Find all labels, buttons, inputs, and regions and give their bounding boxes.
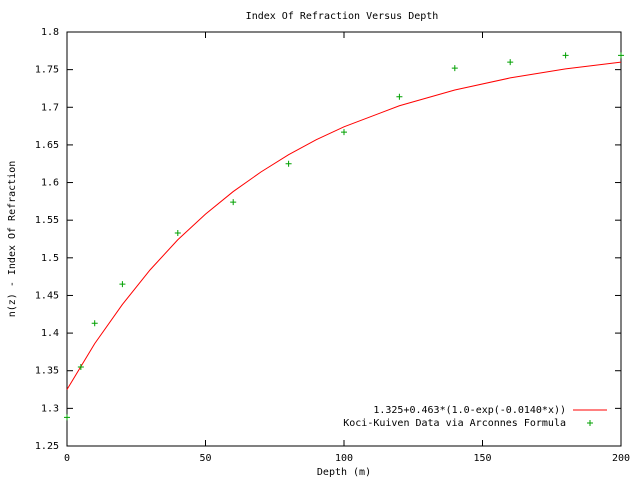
data-point: [174, 229, 181, 236]
data-point: [341, 129, 347, 136]
y-tick-label: 1.25: [35, 441, 59, 452]
legend-swatch: [587, 420, 593, 426]
data-point: [91, 320, 98, 327]
data-point: [451, 65, 458, 72]
y-tick-label: 1.65: [35, 140, 59, 151]
y-tick-label: 1.6: [41, 178, 59, 189]
y-axis-label: n(z) - Index Of Refraction: [7, 161, 18, 318]
x-tick-label: 150: [473, 453, 491, 464]
series-line: [66, 61, 622, 390]
x-tick-label: 100: [335, 453, 353, 464]
data-point: [396, 93, 403, 100]
y-tick-label: 1.35: [35, 366, 59, 377]
x-axis-label: Depth (m): [317, 467, 371, 478]
y-tick-label: 1.5: [41, 253, 59, 264]
chart-title: Index Of Refraction Versus Depth: [246, 11, 439, 22]
x-tick-label: 0: [64, 453, 70, 464]
y-tick-label: 1.45: [35, 290, 59, 301]
data-point: [119, 281, 126, 288]
y-tick-label: 1.3: [41, 403, 59, 414]
data-point: [507, 59, 514, 66]
data-point: [64, 414, 70, 421]
y-tick-label: 1.7: [41, 102, 59, 113]
data-point: [618, 52, 624, 59]
data-point: [230, 199, 237, 206]
data-point: [77, 363, 84, 370]
x-tick-label: 200: [612, 453, 630, 464]
data-point: [285, 160, 292, 167]
legend-label: 1.325+0.463*(1.0-exp(-0.0140*x)): [373, 405, 566, 416]
legend-label: Koci-Kuiven Data via Arconnes Formula: [343, 418, 566, 429]
plot-border: [66, 31, 622, 447]
y-tick-label: 1.8: [41, 27, 59, 38]
y-tick-label: 1.55: [35, 215, 59, 226]
y-tick-label: 1.75: [35, 65, 59, 76]
data-point: [562, 52, 569, 59]
x-tick-label: 50: [199, 453, 211, 464]
y-tick-label: 1.4: [41, 328, 59, 339]
